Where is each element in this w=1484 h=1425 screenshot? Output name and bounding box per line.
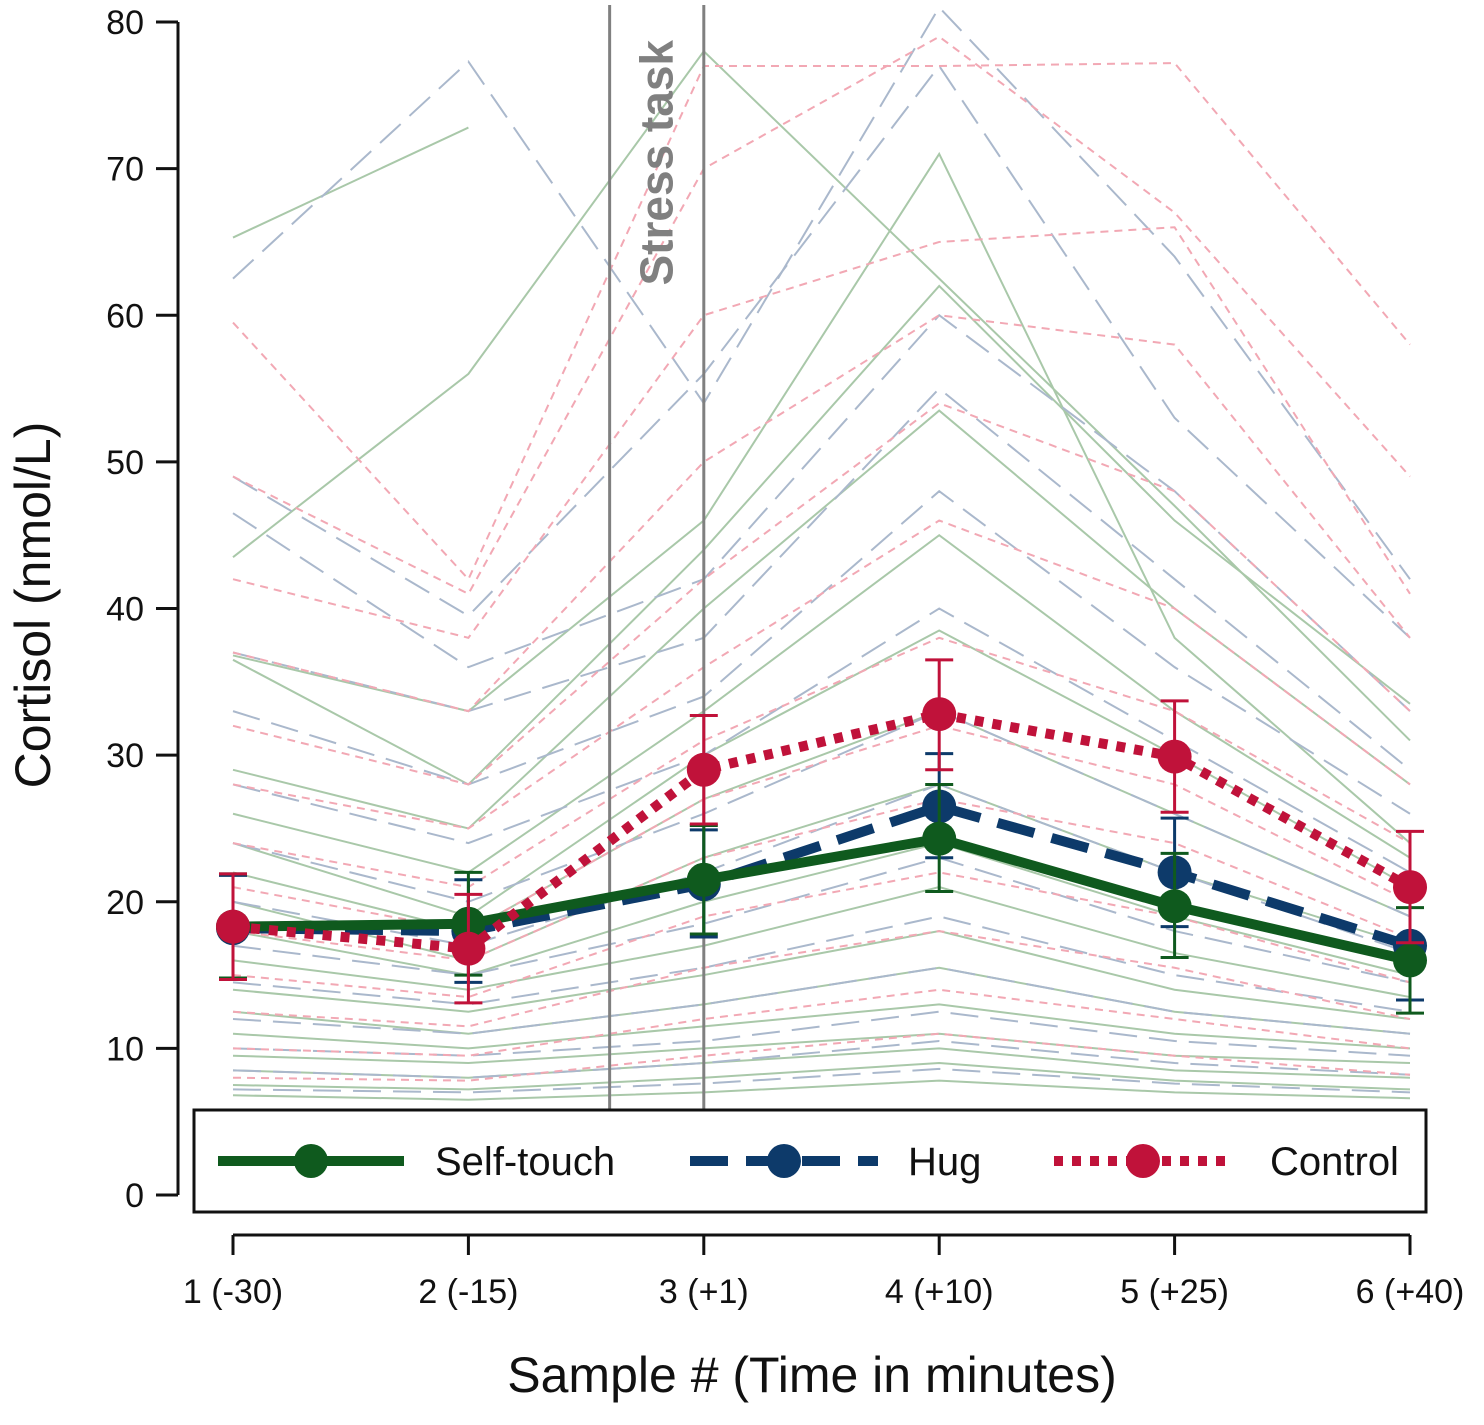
individual-line-control-0	[232, 62, 1411, 581]
individual-line-hug-7	[232, 783, 1411, 955]
y-tick-label-50: 50	[106, 444, 144, 482]
control-point-3	[686, 752, 721, 787]
legend-marker-self-touch	[294, 1144, 328, 1178]
individual-line-self_touch-14	[232, 1032, 1411, 1065]
y-tick-label-60: 60	[106, 297, 144, 335]
control-point-4	[922, 697, 957, 732]
individual-line-self_touch-6	[232, 629, 1411, 918]
legend-marker-hug	[767, 1144, 801, 1178]
individual-line-control-4	[232, 402, 1411, 786]
individual-line-control-9	[232, 871, 1411, 999]
y-tick-label-30: 30	[106, 737, 144, 775]
individual-line-hug-1	[232, 64, 1411, 639]
y-tick-label-40: 40	[106, 591, 144, 629]
self-touch-point-4	[922, 821, 957, 856]
x-tick-label-5: 5 (+25)	[1120, 1273, 1229, 1311]
individual-line-hug-12	[232, 1040, 1411, 1079]
individual-line-self_touch-5	[232, 533, 1411, 874]
individual-line-self_touch-11	[232, 930, 1411, 1021]
legend-label-control: Control	[1270, 1140, 1399, 1184]
self-touch-point-3	[686, 862, 721, 897]
individual-line-self_touch-16	[232, 1062, 1411, 1091]
control-point-6	[1393, 870, 1427, 905]
x-tick-label-3: 3 (+1)	[659, 1273, 749, 1311]
x-tick-label-2: 2 (-15)	[418, 1273, 518, 1311]
individual-line-hug-3	[232, 387, 1411, 771]
control-mean-line	[232, 708, 1413, 954]
individual-line-control-10	[232, 930, 1411, 1028]
legend-marker-control	[1126, 1144, 1160, 1178]
control-point-5	[1157, 739, 1192, 774]
legend-label-self-touch: Self-touch	[435, 1140, 615, 1184]
hug-mean-line	[232, 801, 1412, 951]
individual-line-self_touch-15	[232, 1047, 1411, 1079]
individual-line-self_touch-4	[232, 409, 1411, 830]
individual-line-control-6	[232, 636, 1411, 889]
individual-line-self_touch-13	[232, 1003, 1411, 1050]
y-tick-label-80: 80	[106, 4, 144, 42]
legend: Self-touch Hug Control	[192, 1108, 1428, 1214]
y-tick-label-70: 70	[106, 151, 144, 189]
individual-line-self_touch-12	[232, 966, 1411, 1035]
individual-line-hug-0	[232, 5, 1411, 580]
individual-line-hug-11	[232, 1010, 1411, 1057]
legend-label-hug: Hug	[908, 1140, 981, 1184]
self-touch-mean-line	[232, 833, 1412, 966]
individual-line-hug-5	[232, 607, 1411, 874]
x-axis-title: Sample # (Time in minutes)	[507, 1347, 1116, 1403]
individual-line-control-1	[232, 35, 1411, 596]
x-tick-label-6: 6 (+40)	[1356, 1273, 1465, 1311]
x-tick-label-4: 4 (+10)	[885, 1273, 994, 1311]
individual-line-self_touch-1	[232, 49, 1411, 742]
stress-task-label: Stress task	[631, 40, 683, 286]
y-tick-label-10: 10	[106, 1030, 144, 1068]
series-layer	[216, 658, 1427, 1015]
individual-line-self_touch-0	[232, 126, 469, 239]
individual-trajectories	[232, 5, 1411, 1101]
individual-line-control-3	[232, 314, 1411, 713]
stress-task-annotation: Stress task	[608, 5, 706, 1110]
control-point-1	[216, 909, 250, 944]
individual-line-control-8	[232, 798, 1411, 962]
y-axis-title: Cortisol (nmol/L)	[5, 422, 61, 789]
y-tick-label-0: 0	[125, 1177, 144, 1215]
series-hug	[216, 752, 1427, 1002]
x-tick-label-1: 1 (-30)	[183, 1273, 283, 1311]
control-point-2	[451, 931, 486, 966]
individual-line-control-2	[232, 226, 1411, 639]
series-control	[216, 658, 1427, 1005]
individual-line-self_touch-3	[232, 284, 1411, 786]
axes: 0 10 20 30 40 50 60 70 80 1 (-30) 2 (-15) 3 (+1) 4 (…	[106, 4, 1464, 1311]
y-tick-label-20: 20	[106, 884, 144, 922]
individual-line-self_touch-9	[232, 842, 1411, 977]
individual-line-control-5	[232, 519, 1411, 830]
individual-line-self_touch-10	[232, 886, 1411, 999]
individual-line-hug-8	[232, 856, 1411, 984]
individual-line-hug-13	[232, 1067, 1411, 1094]
self-touch-point-5	[1157, 889, 1192, 924]
individual-line-control-12	[232, 1032, 1411, 1082]
self-touch-point-6	[1393, 943, 1427, 978]
individual-line-self_touch-17	[232, 1079, 1411, 1101]
individual-line-control-11	[232, 988, 1411, 1057]
individual-line-hug-10	[232, 966, 1411, 1035]
